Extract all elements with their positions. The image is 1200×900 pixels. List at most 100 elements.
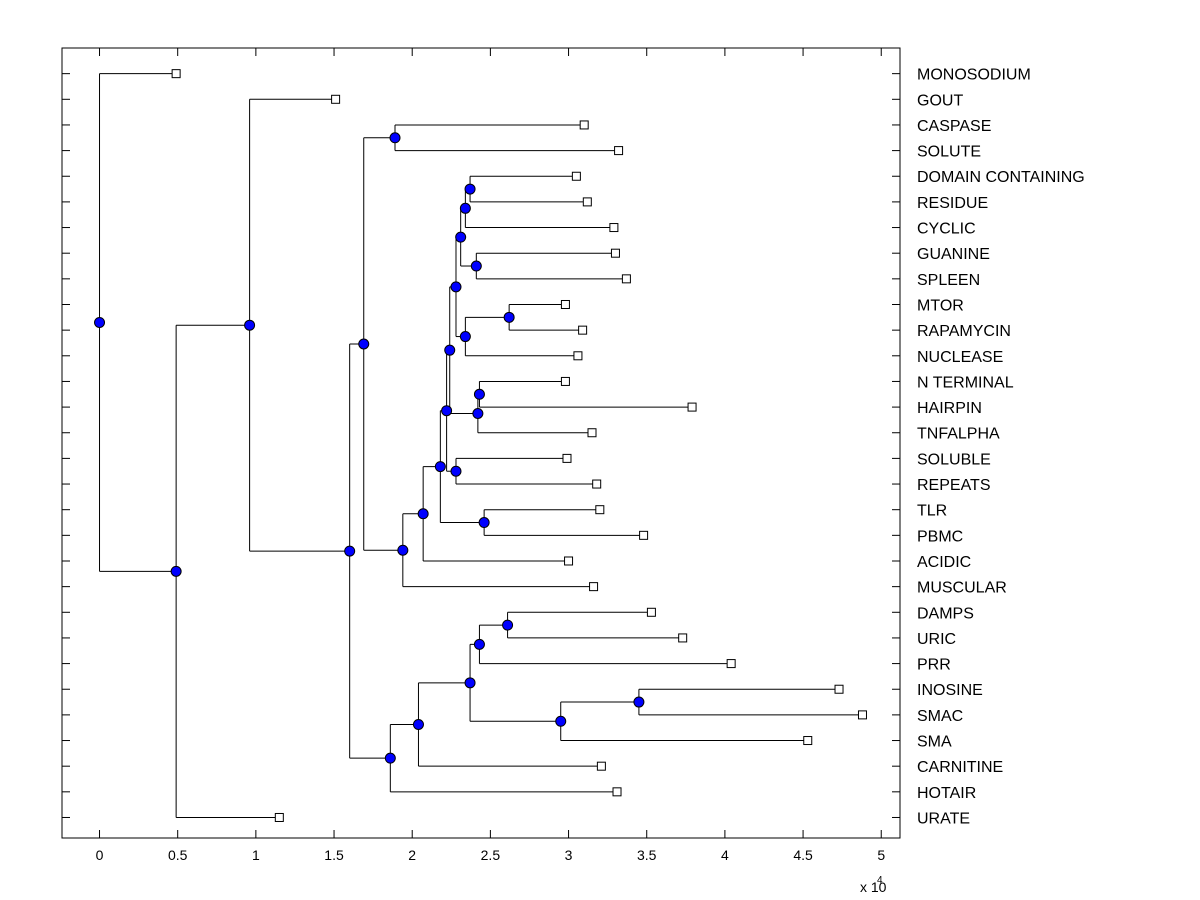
leaf-label: REPEATS <box>917 477 991 494</box>
leaf-marker <box>639 530 649 540</box>
x-tick-label: 4.5 <box>793 847 813 863</box>
leaf-marker <box>560 299 570 309</box>
leaf-marker <box>610 248 620 258</box>
leaf-label: NUCLEASE <box>917 349 1003 366</box>
leaf-marker <box>589 582 599 592</box>
leaf-marker <box>560 376 570 386</box>
leaf-marker <box>678 633 688 643</box>
merge-node <box>389 132 401 144</box>
merge-node <box>358 338 370 350</box>
merge-node <box>503 311 515 323</box>
x-tick-label: 3.5 <box>637 847 657 863</box>
leaf-label: N TERMINAL <box>917 374 1014 391</box>
leaf-label: URATE <box>917 810 970 827</box>
leaf-label: SOLUBLE <box>917 451 991 468</box>
leaf-marker <box>687 402 697 412</box>
leaf-label: PRR <box>917 657 951 674</box>
merge-node <box>473 388 485 400</box>
plot-frame <box>61 47 901 839</box>
merge-node <box>434 461 446 473</box>
leaf-label: SPLEEN <box>917 272 980 289</box>
leaf-label: GOUT <box>917 92 963 109</box>
leaf-marker <box>834 684 844 694</box>
x-tick-label: 2.5 <box>481 847 501 863</box>
leaf-label: HOTAIR <box>917 785 976 802</box>
leaf-marker <box>274 812 284 822</box>
x-tick-label: 1.5 <box>324 847 344 863</box>
leaf-labels: MONOSODIUM GOUT CASPASE SOLUTE DOMAIN CONTAI… <box>917 67 1085 828</box>
merge-node <box>94 316 106 328</box>
leaf-marker <box>579 120 589 130</box>
merge-node <box>473 638 485 650</box>
merge-node <box>397 544 409 556</box>
leaf-marker <box>573 351 583 361</box>
leaf-marker <box>571 171 581 181</box>
merge-node <box>441 405 453 417</box>
leaf-label: SMA <box>917 734 952 751</box>
merge-node <box>344 545 356 557</box>
leaf-label: SOLUTE <box>917 144 981 161</box>
x-multiplier: x 10 4 <box>860 875 887 895</box>
x-tick-label: 4 <box>721 847 729 863</box>
leaf-marker <box>621 274 631 284</box>
x-tick-label: 3 <box>565 847 573 863</box>
leaf-marker <box>582 197 592 207</box>
leaf-marker <box>578 325 588 335</box>
leaf-marker <box>612 787 622 797</box>
merge-node <box>450 281 462 293</box>
merge-node <box>412 719 424 731</box>
merge-node <box>459 331 471 343</box>
merge-node <box>444 344 456 356</box>
merge-node <box>455 231 467 243</box>
leaf-label: PBMC <box>917 528 963 545</box>
merge-node <box>478 517 490 529</box>
leaf-marker <box>331 94 341 104</box>
leaf-label: URIC <box>917 631 956 648</box>
leaf-marker <box>857 710 867 720</box>
leaf-label: DOMAIN CONTAINING <box>917 169 1085 186</box>
leaf-marker <box>595 505 605 515</box>
leaf-marker <box>803 736 813 746</box>
merge-node <box>244 319 256 331</box>
leaf-label: MONOSODIUM <box>917 67 1031 84</box>
merge-node <box>450 465 462 477</box>
x-tick-label: 0 <box>96 847 104 863</box>
leaf-label: TNFALPHA <box>917 426 1000 443</box>
leaf-label: GUANINE <box>917 246 990 263</box>
x-tick-labels: 0 0.5 1 1.5 2 2.5 3 3.5 4 4.5 5 <box>96 847 886 863</box>
merge-node <box>555 715 567 727</box>
leaf-label: ACIDIC <box>917 554 971 571</box>
leaf-label: INOSINE <box>917 682 983 699</box>
leaf-marker <box>562 453 572 463</box>
leaf-label: MTOR <box>917 297 964 314</box>
x-multiplier-text: x 10 <box>860 879 887 895</box>
merge-node <box>470 260 482 272</box>
x-tick-label: 1 <box>252 847 260 863</box>
leaf-label: MUSCULAR <box>917 580 1007 597</box>
leaf-label: SMAC <box>917 708 963 725</box>
merge-node <box>384 752 396 764</box>
leaf-marker <box>587 428 597 438</box>
leaf-marker <box>596 761 606 771</box>
x-tick-label: 5 <box>877 847 885 863</box>
leaf-marker <box>726 659 736 669</box>
merge-node <box>417 508 429 520</box>
leaf-label: RESIDUE <box>917 195 988 212</box>
merge-node <box>464 677 476 689</box>
merge-node <box>633 696 645 708</box>
leaf-label: DAMPS <box>917 605 974 622</box>
merge-node <box>170 565 182 577</box>
x-multiplier-exponent: 4 <box>877 875 883 886</box>
x-tick-label: 2 <box>408 847 416 863</box>
x-tick-label: 0.5 <box>168 847 188 863</box>
leaf-marker <box>646 607 656 617</box>
leaf-label: TLR <box>917 503 947 520</box>
leaf-label: RAPAMYCIN <box>917 323 1011 340</box>
leaf-marker <box>592 479 602 489</box>
leaf-label: CARNITINE <box>917 759 1003 776</box>
leaf-label: CASPASE <box>917 118 991 135</box>
leaf-label: CYCLIC <box>917 221 976 238</box>
leaf-marker <box>171 69 181 79</box>
merge-node <box>472 408 484 420</box>
